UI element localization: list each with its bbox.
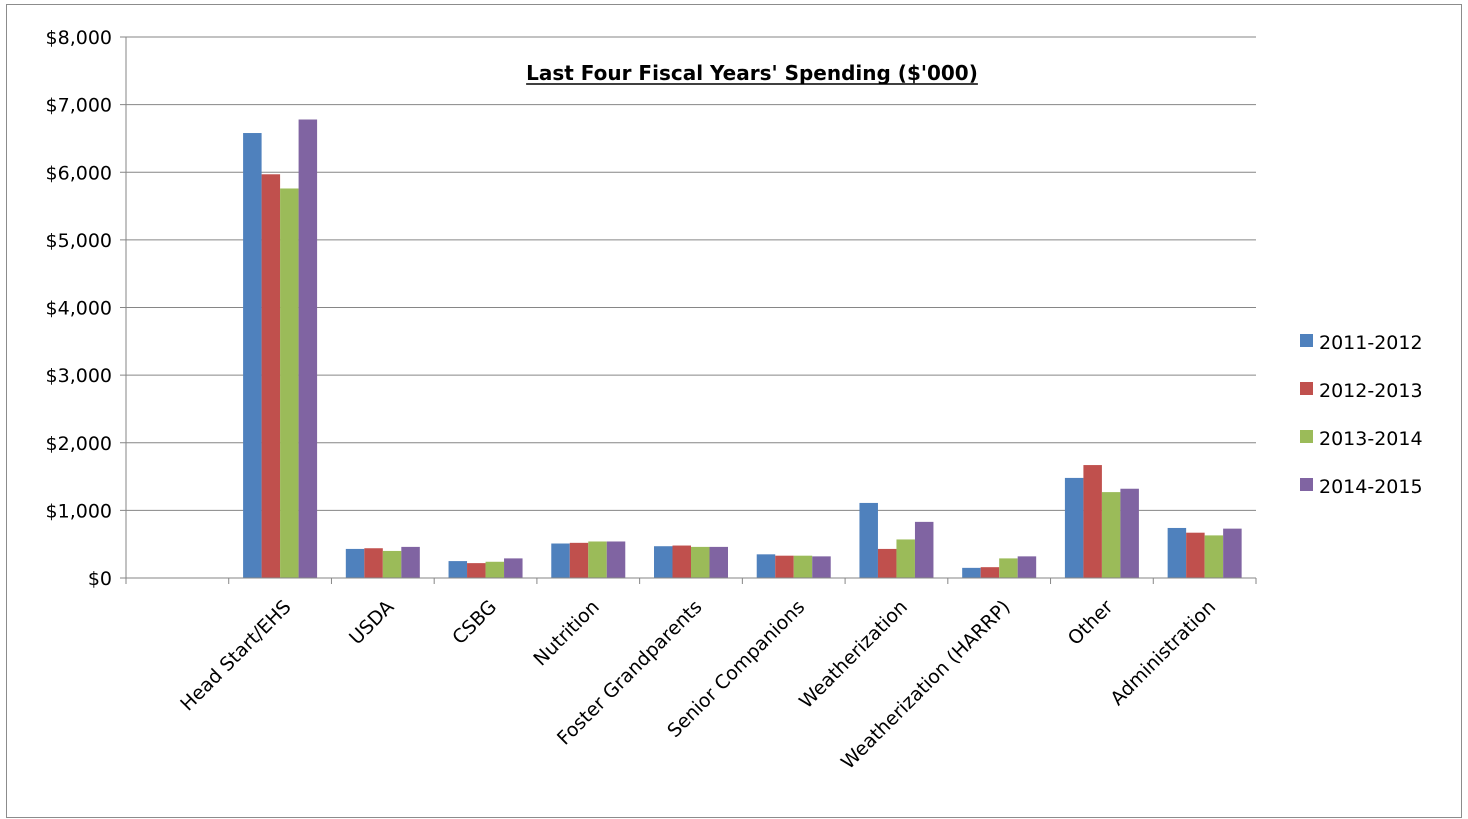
x-tick-label: Administration	[1106, 596, 1220, 710]
bar	[672, 545, 691, 578]
legend-swatch	[1300, 478, 1313, 491]
bar	[467, 563, 486, 578]
legend-label: 2014-2015	[1319, 476, 1423, 498]
bar	[448, 561, 468, 578]
y-tick-label: $8,000	[46, 27, 112, 49]
bar	[243, 133, 262, 578]
bar	[962, 567, 981, 578]
bar	[1017, 556, 1037, 578]
legend-label: 2013-2014	[1319, 428, 1423, 450]
bar	[401, 546, 420, 578]
bar	[1223, 528, 1242, 578]
bar	[1083, 465, 1102, 578]
bar	[261, 174, 281, 578]
bar	[756, 554, 776, 578]
bar	[569, 542, 589, 578]
bar	[896, 539, 915, 578]
bar	[1167, 527, 1187, 578]
y-tick-label: $1,000	[46, 500, 112, 522]
x-tick-label: Weatherization (HARRP)	[837, 596, 1015, 774]
x-tick-label: Other	[1064, 596, 1118, 650]
x-tick-label: USDA	[345, 596, 398, 649]
bar	[504, 558, 523, 578]
y-tick-label: $5,000	[46, 230, 112, 252]
axes: $0 $1,000 $2,000 $3,000 $4,000 $5,000 $6,000 $7…	[46, 27, 1257, 774]
bar	[859, 502, 878, 578]
legend-swatch	[1300, 382, 1313, 395]
bars	[243, 119, 1242, 579]
bar	[606, 541, 626, 578]
chart-title: Last Four Fiscal Years' Spending ($'000)	[526, 61, 978, 85]
bar	[877, 548, 897, 578]
y-tick-label: $3,000	[46, 365, 112, 387]
bar	[551, 543, 570, 578]
legend-label: 2012-2013	[1319, 380, 1423, 402]
x-tick-label: Weatherization	[795, 596, 912, 713]
x-tick-label: Nutrition	[529, 596, 603, 670]
bar	[980, 567, 1000, 578]
legend-label: 2011-2012	[1319, 332, 1423, 354]
bar	[1101, 492, 1121, 578]
y-tick-label: $6,000	[46, 162, 112, 184]
bar	[298, 119, 318, 578]
bar	[812, 556, 831, 578]
bar	[914, 521, 934, 578]
y-tick-label: $2,000	[46, 433, 112, 455]
y-tick-label: $4,000	[46, 298, 112, 320]
y-tick-label: $7,000	[46, 95, 112, 117]
bar	[280, 188, 299, 579]
bar	[793, 555, 813, 578]
bar	[1120, 488, 1139, 578]
bar	[1204, 535, 1224, 578]
y-tick-label: $0	[88, 568, 112, 590]
bar	[1064, 477, 1084, 578]
bar	[588, 541, 607, 578]
bar	[999, 558, 1018, 578]
bar	[364, 548, 383, 578]
legend-swatch	[1300, 430, 1313, 443]
bar	[382, 550, 402, 578]
x-tick-label: CSBG	[448, 596, 501, 649]
bar	[485, 561, 505, 578]
legend-swatch	[1300, 334, 1313, 347]
bar	[691, 546, 710, 578]
bar	[1186, 532, 1205, 578]
bar	[775, 555, 794, 578]
bar	[709, 546, 728, 578]
x-tick-label: Head Start/EHS	[176, 596, 295, 715]
legend: 2011-2012 2012-2013 2013-2014 2014-2015	[1300, 332, 1423, 498]
bar	[654, 546, 673, 578]
bar	[345, 548, 365, 578]
